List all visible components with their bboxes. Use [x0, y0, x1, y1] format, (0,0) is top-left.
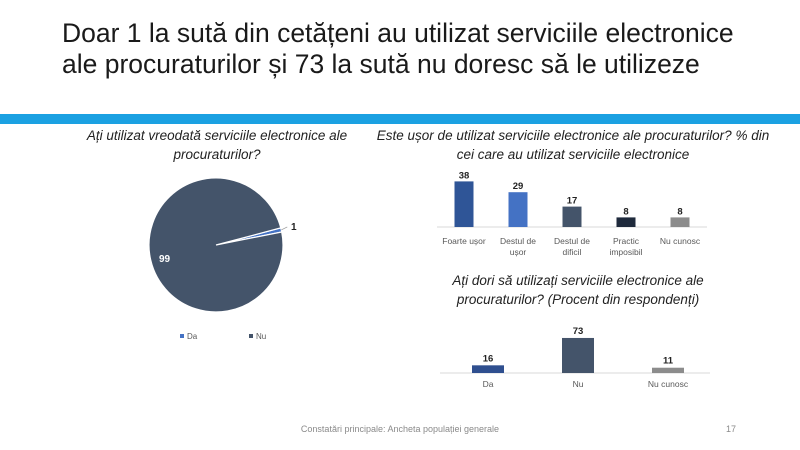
- slide-title: Doar 1 la sută din cetățeni au utilizat …: [62, 18, 734, 79]
- ease-category-label: imposibil: [609, 247, 642, 257]
- ease-category-label: ușor: [510, 247, 527, 257]
- willingness-bar: [472, 365, 504, 373]
- ease-bar: [562, 206, 582, 227]
- footer-text: Constatări principale: Ancheta populație…: [300, 424, 500, 434]
- pie-chart-title: Ați utilizat vreodată serviciile electro…: [86, 128, 348, 162]
- legend-label-da: Da: [187, 332, 198, 341]
- ease-bar: [670, 217, 690, 227]
- ease-bar-value: 38: [459, 170, 470, 181]
- legend-label-nu: Nu: [256, 332, 266, 341]
- willingness-category-label: Nu cunosc: [648, 379, 689, 389]
- willingness-bar-value: 73: [573, 326, 584, 337]
- ease-bar: [454, 181, 474, 227]
- legend-swatch-nu: [249, 334, 253, 338]
- willingness-bar: [652, 367, 684, 373]
- ease-category-label: Foarte ușor: [442, 236, 486, 246]
- willingness-category-label: Nu: [573, 379, 584, 389]
- willingness-bar-value: 16: [483, 353, 494, 364]
- willingness-category-label: Da: [483, 379, 494, 389]
- accent-bar: [0, 114, 800, 124]
- ease-bar: [616, 217, 636, 227]
- ease-category-label: Nu cunosc: [660, 236, 701, 246]
- ease-category-label: Destul de: [554, 236, 590, 246]
- ease-bar-value: 17: [567, 196, 578, 207]
- pie-leader-line: [281, 226, 288, 231]
- willingness-bar: [562, 337, 594, 373]
- ease-bar-value: 8: [677, 206, 682, 217]
- ease-chart-title: Este ușor de utilizat serviciile electro…: [376, 128, 770, 162]
- ease-category-label: dificil: [563, 247, 582, 257]
- ease-bar-value: 8: [623, 206, 628, 217]
- ease-bar: [508, 192, 528, 227]
- pie-label-nu: 99: [159, 254, 171, 265]
- ease-bar-value: 29: [513, 181, 524, 192]
- willingness-bar-value: 11: [663, 356, 674, 367]
- pie-label-da: 1: [291, 222, 297, 233]
- page-number: 17: [726, 424, 737, 434]
- pie-slice-nu: [148, 177, 284, 313]
- ease-category-label: Destul de: [500, 236, 536, 246]
- ease-category-label: Practic: [613, 236, 640, 246]
- willingness-chart-title: Ați dori să utilizați serviciile electro…: [452, 273, 704, 307]
- legend-swatch-da: [180, 334, 184, 338]
